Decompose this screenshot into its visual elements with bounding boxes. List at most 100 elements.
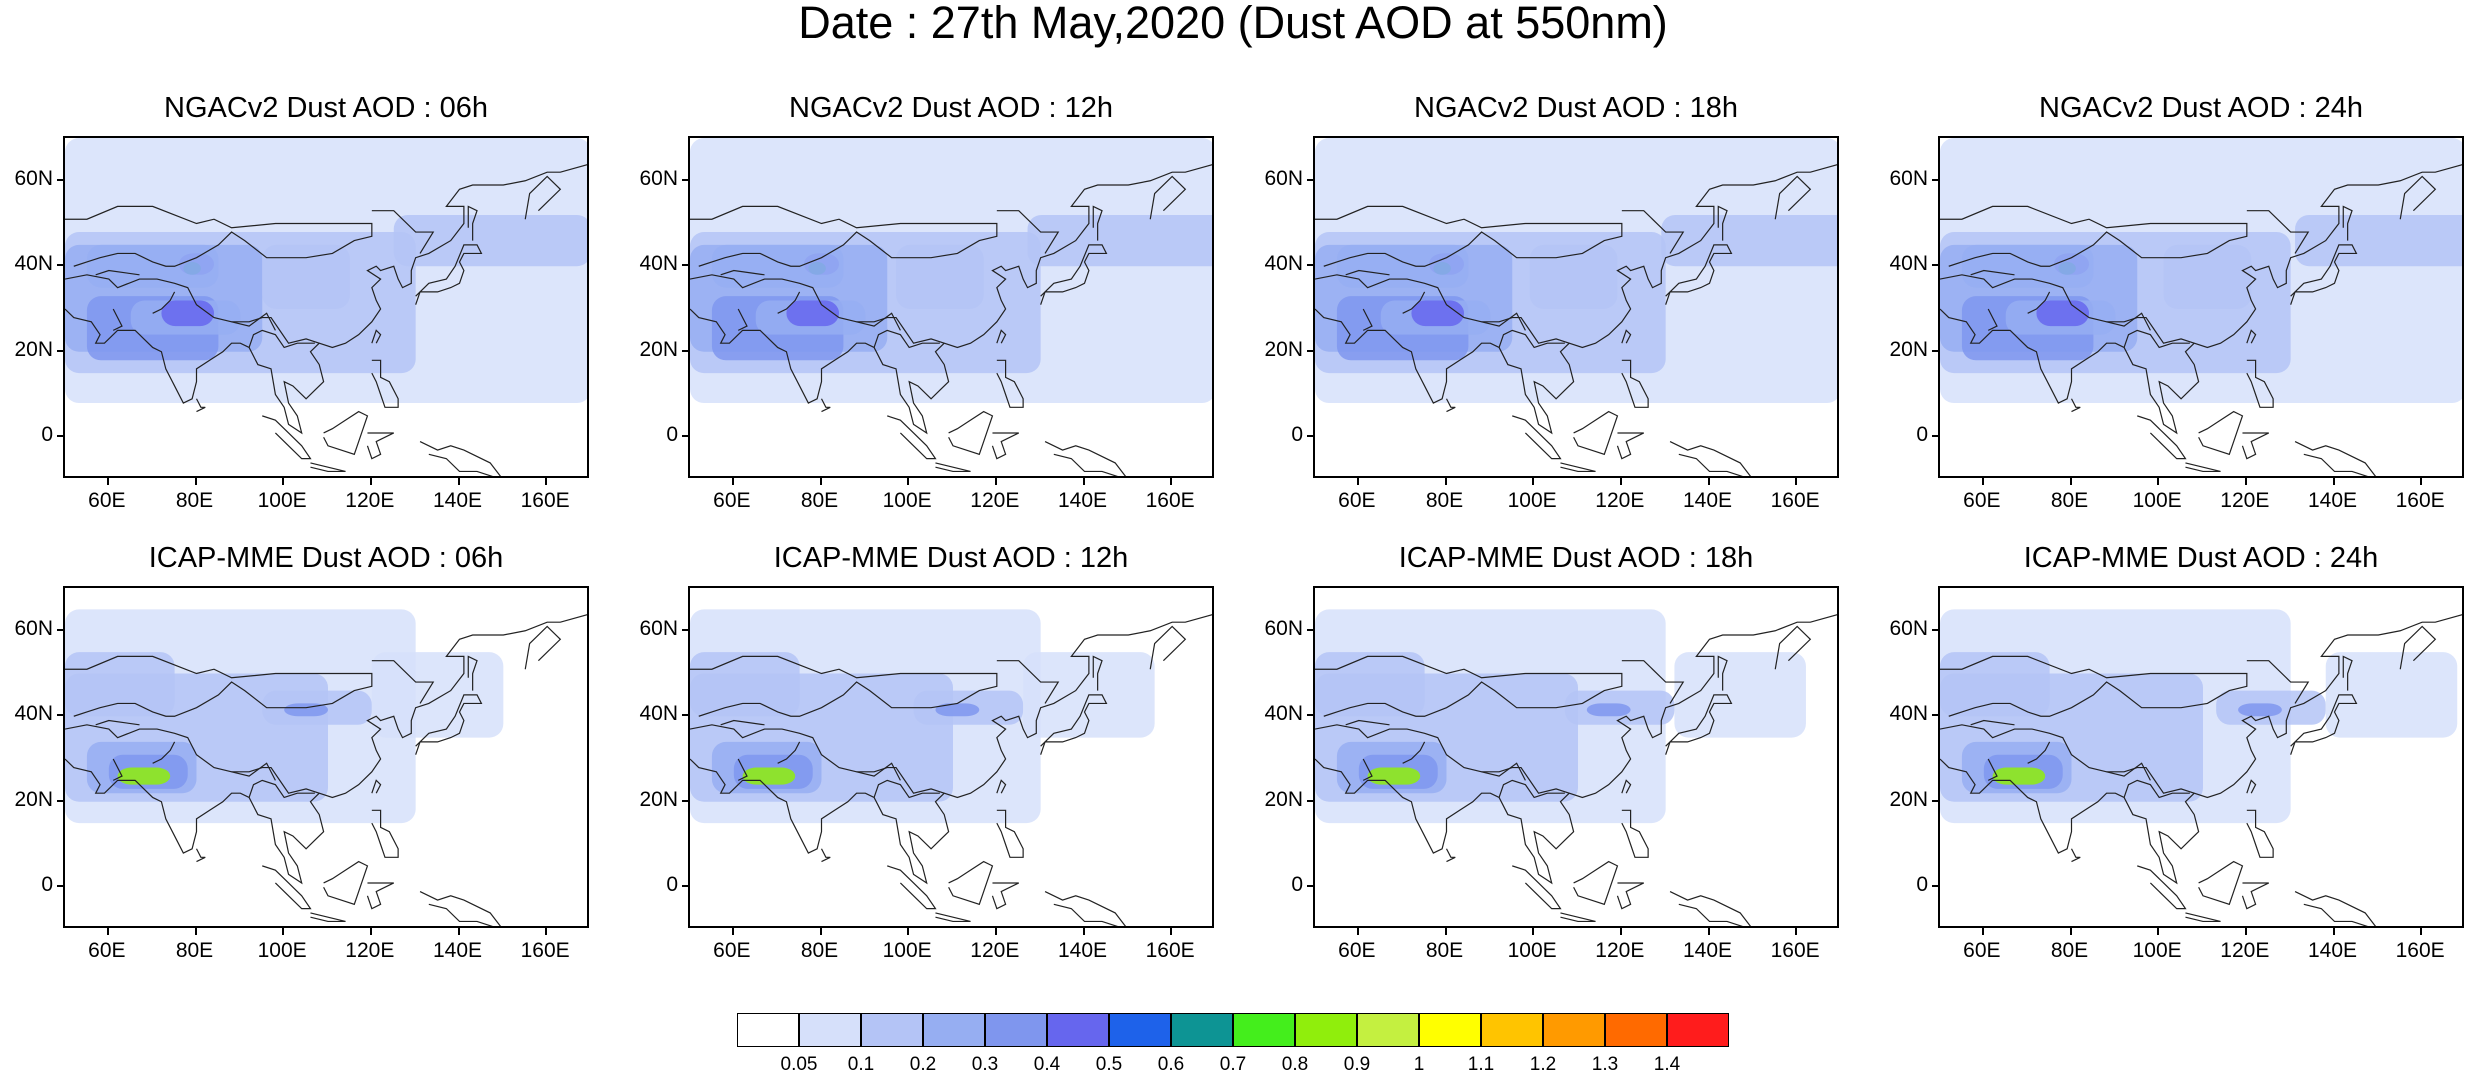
colorbar-swatch: [1419, 1013, 1481, 1047]
aod-field-cell: [1961, 244, 2094, 288]
lon-tick: [907, 478, 910, 485]
colorbar-label: 0.7: [1219, 1054, 1247, 1075]
coastline: [1669, 890, 1752, 926]
coastline: [1940, 724, 2195, 794]
coastline: [996, 809, 1024, 858]
lat-tick-label: 20N: [639, 787, 678, 811]
colorbar-swatch: [923, 1013, 985, 1047]
lon-tick: [1707, 478, 1710, 485]
aod-field-cell: [2036, 300, 2090, 327]
coastline: [820, 848, 831, 863]
lat-tick: [1307, 178, 1313, 181]
lon-tick-label: 60E: [88, 939, 126, 962]
coastline: [1481, 312, 1526, 331]
lon-tick-label: 140E: [2307, 939, 2358, 962]
coastline: [310, 462, 346, 473]
lon-tick: [1981, 478, 1984, 485]
coastline: [2290, 244, 2358, 305]
lon-tick-label: 120E: [1595, 939, 1645, 962]
aod-field-cell: [161, 300, 215, 327]
lon-tick: [545, 928, 548, 935]
coastline: [690, 164, 1212, 435]
lon-tick-label: 140E: [1057, 489, 1108, 512]
coastline: [777, 291, 801, 314]
lat-tick: [1932, 628, 1938, 631]
coastline: [2246, 210, 2310, 254]
map-panel: [63, 586, 589, 928]
lat-tick-label: 40N: [1889, 252, 1928, 276]
lat-tick-label: 0: [666, 423, 678, 447]
lon-tick-label: 160E: [1770, 939, 1820, 962]
coastline: [1040, 244, 1108, 305]
map-panel: [1313, 586, 1839, 928]
lon-tick-label: 100E: [257, 489, 307, 512]
coastline: [1987, 758, 1998, 781]
aod-field-cell: [262, 244, 350, 309]
coastline: [371, 809, 399, 858]
aod-field-cell: [65, 652, 175, 717]
aod-field-cell: [711, 244, 844, 288]
coastline: [1445, 398, 1456, 413]
lon-tick: [1170, 928, 1173, 935]
colorbar-label: 0.3: [971, 1054, 999, 1075]
coastline: [991, 882, 1020, 910]
coastline: [2185, 912, 2221, 923]
coastline: [1940, 614, 2462, 885]
coastline: [2198, 410, 2244, 456]
lat-tick: [682, 264, 688, 267]
colorbar-label: 0.1: [847, 1054, 875, 1075]
lat-tick-label: 60N: [1889, 616, 1928, 640]
colorbar-label: 1.4: [1653, 1054, 1681, 1075]
lon-tick: [194, 478, 197, 485]
coastline: [371, 359, 399, 408]
coastline: [1560, 462, 1596, 473]
coastline: [1621, 809, 1649, 858]
dust-aod-map: [1315, 609, 1837, 926]
aod-field-cell: [1940, 652, 2050, 717]
lon-tick-label: 80E: [2050, 939, 2089, 962]
coastline: [1621, 329, 1632, 344]
aod-field-cell: [393, 214, 587, 267]
coastline: [1717, 655, 1728, 691]
coastline: [1498, 779, 1565, 799]
map-panel: [688, 586, 1214, 928]
coastline: [1616, 882, 1645, 910]
map-panel: [1938, 586, 2464, 928]
coastline: [65, 274, 320, 344]
coastline: [371, 329, 382, 344]
lon-tick-label: 140E: [2307, 489, 2358, 512]
coastline: [2106, 312, 2151, 331]
coastline: [1669, 440, 1752, 476]
coastline: [1362, 308, 1373, 331]
coastline: [1315, 205, 1623, 267]
figure-title: Date : 27th May,2020 (Dust AOD at 550nm): [798, 0, 1668, 48]
lat-tick-label: 20N: [1889, 787, 1928, 811]
lat-tick-label: 0: [1291, 423, 1303, 447]
coastline: [1573, 860, 1619, 906]
coastline: [310, 912, 346, 923]
coastline: [1044, 440, 1127, 476]
lon-tick-label: 140E: [432, 489, 483, 512]
lon-tick-label: 60E: [1338, 489, 1376, 512]
coastline: [2070, 848, 2081, 863]
coastline: [1149, 625, 1187, 670]
coastline: [112, 308, 123, 331]
coastline: [690, 724, 945, 794]
aod-field-cell: [1411, 300, 1465, 327]
coastline: [152, 291, 176, 314]
lon-tick: [2420, 928, 2423, 935]
lon-tick: [1444, 478, 1447, 485]
coastline: [415, 694, 483, 755]
aod-field-cell: [1336, 244, 1469, 288]
colorbar-swatch: [861, 1013, 923, 1047]
coastline: [2106, 762, 2151, 781]
coastline: [1621, 359, 1649, 408]
lon-tick: [1532, 478, 1535, 485]
lon-tick-label: 120E: [1595, 489, 1645, 512]
coastline: [996, 660, 1060, 704]
lon-tick-label: 80E: [1425, 939, 1464, 962]
coastline: [948, 860, 994, 906]
coastline: [371, 210, 435, 254]
coastline: [1940, 164, 2462, 435]
panel-title: NGACv2 Dust AOD : 06h: [164, 92, 488, 124]
